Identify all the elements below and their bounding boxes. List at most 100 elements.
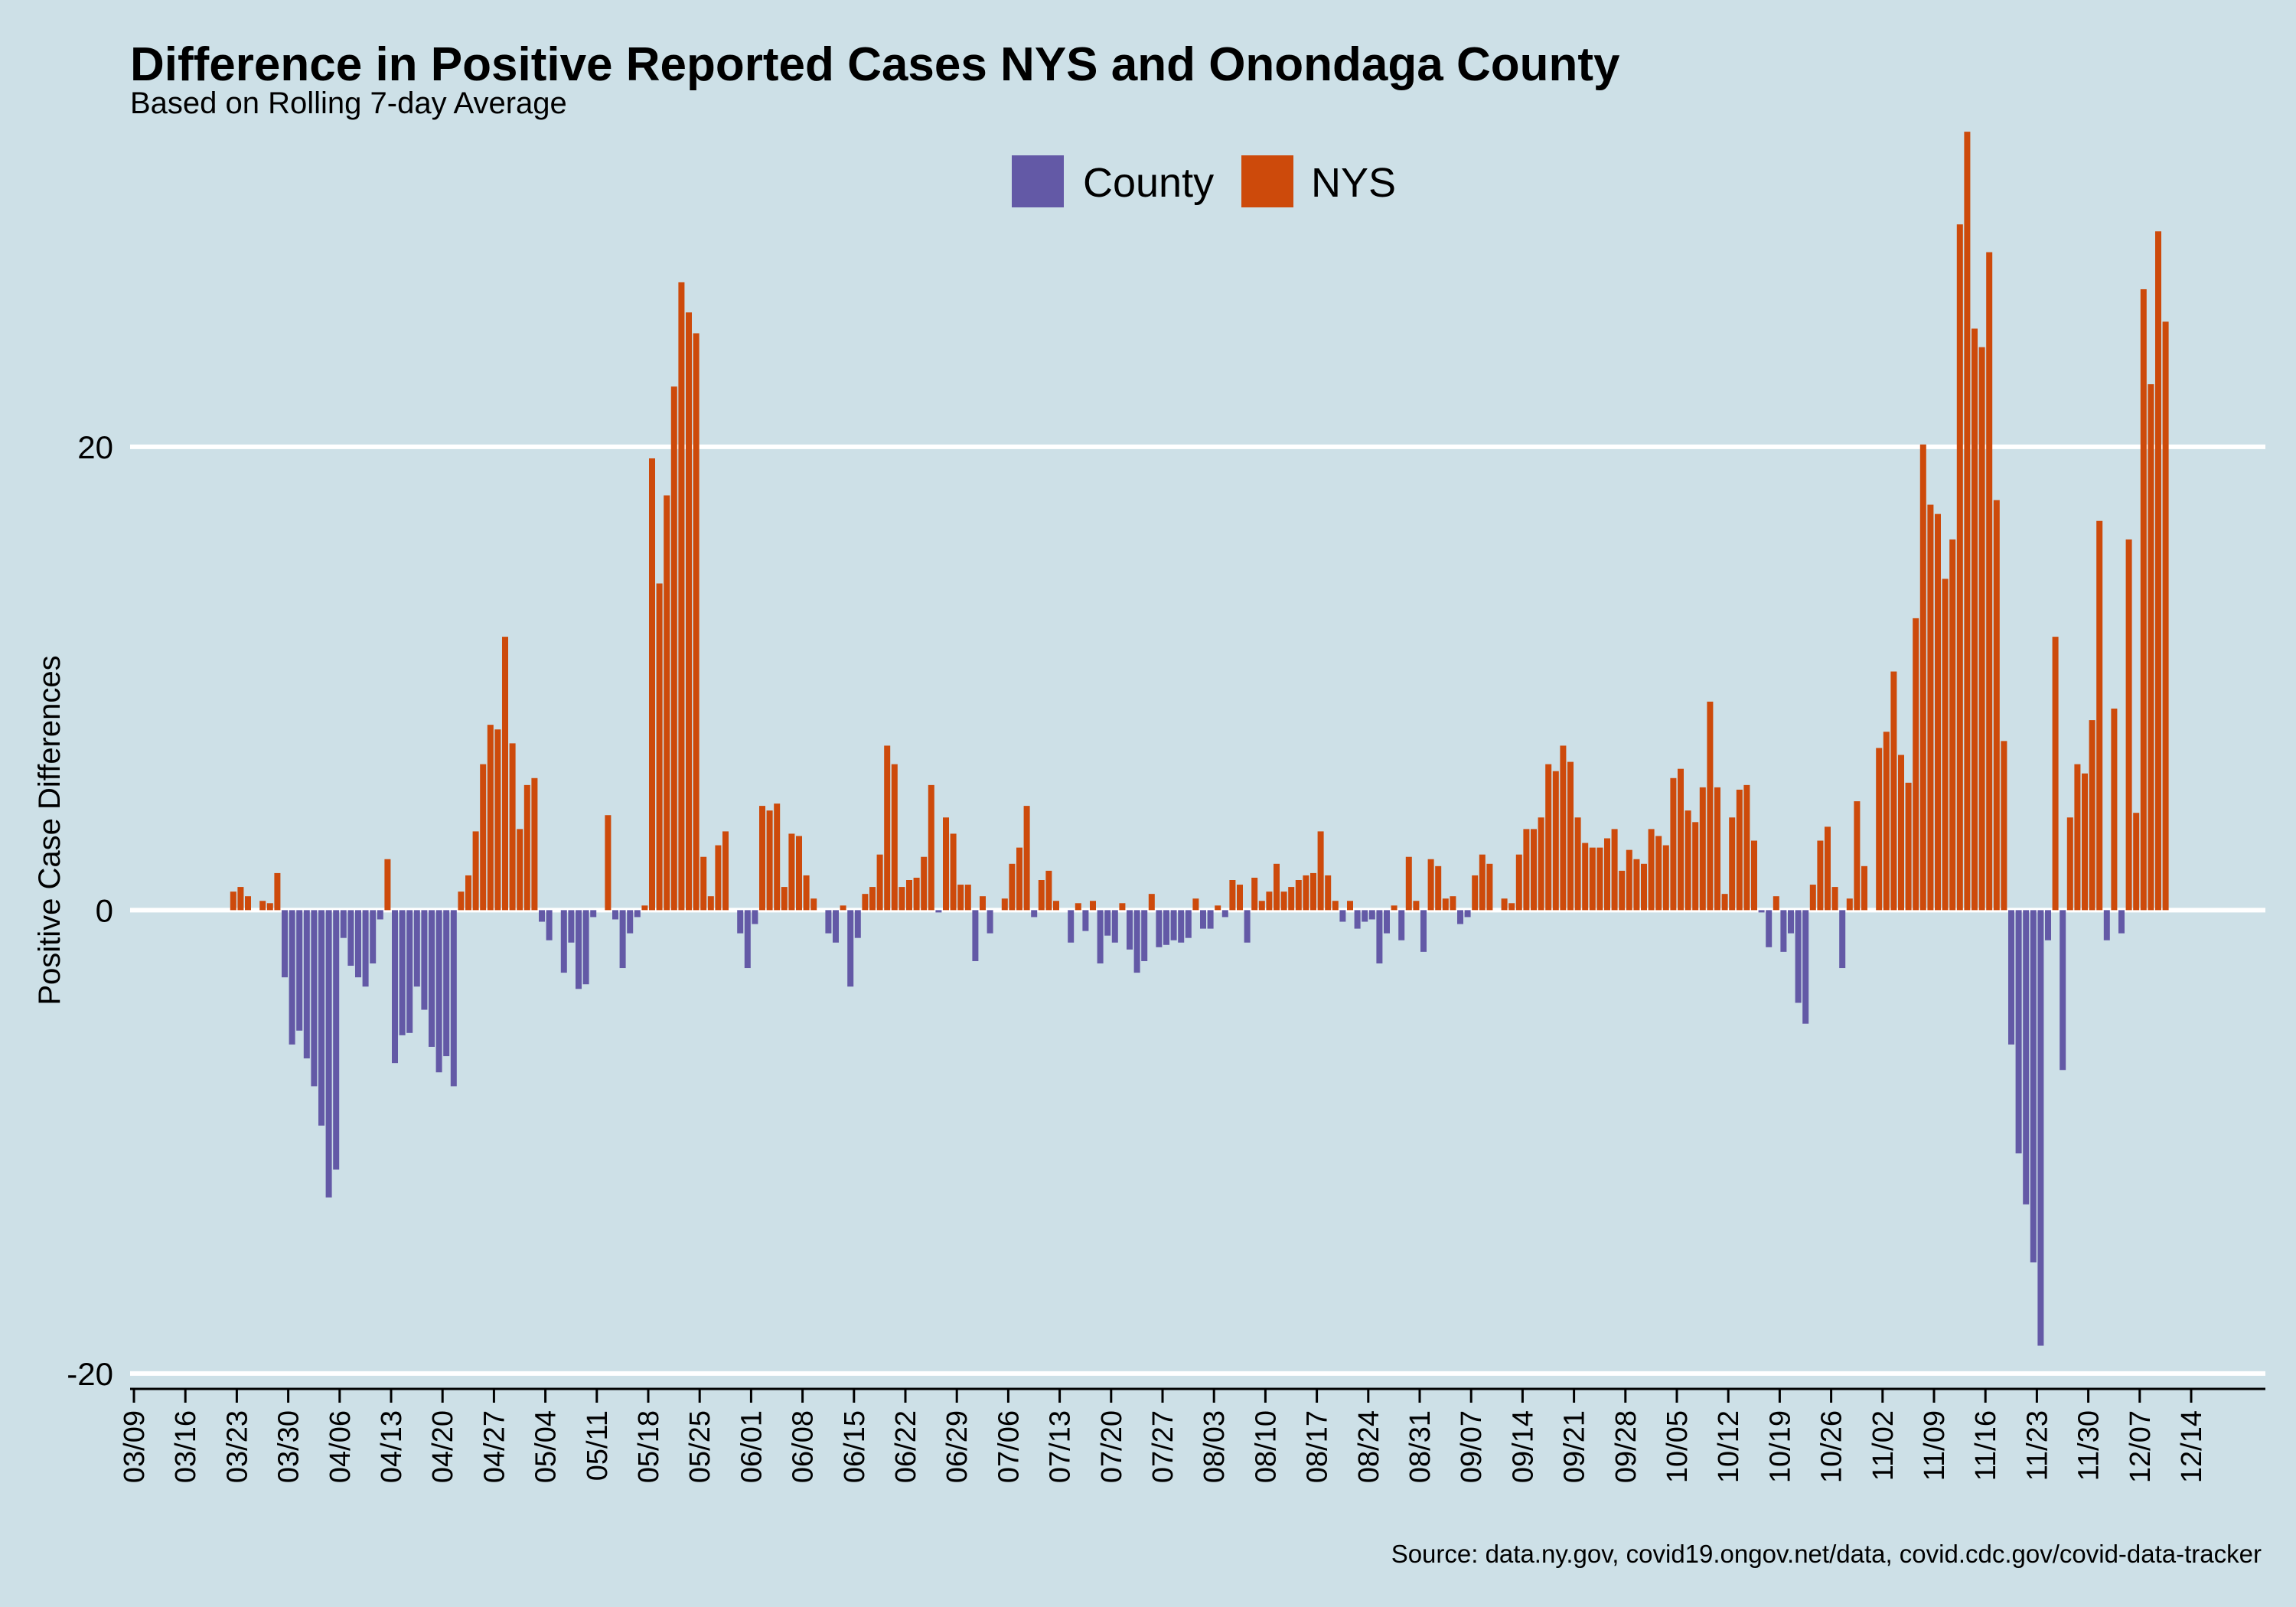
bar-nys bbox=[1751, 840, 1757, 911]
bar-nys bbox=[1229, 880, 1236, 911]
bar-nys bbox=[921, 856, 928, 911]
bar-nys bbox=[664, 495, 670, 911]
x-tick-label: 08/10 bbox=[1250, 1410, 1282, 1483]
bar-nys bbox=[230, 892, 236, 911]
bar-nys bbox=[1009, 863, 1016, 911]
bar-nys bbox=[1075, 903, 1081, 911]
bar-nys bbox=[1574, 817, 1581, 911]
bar-nys bbox=[2111, 708, 2118, 911]
bar-nys bbox=[700, 856, 707, 911]
x-tick-label: 09/28 bbox=[1610, 1410, 1642, 1483]
bar-nys bbox=[1560, 745, 1567, 911]
bar-nys bbox=[1729, 817, 1736, 911]
bar-nys bbox=[1016, 847, 1022, 911]
bar-nys bbox=[1413, 901, 1420, 911]
bar-nys bbox=[1552, 771, 1559, 911]
bar-county bbox=[2015, 910, 2022, 1154]
bar-nys bbox=[964, 885, 971, 911]
bar-county bbox=[560, 910, 567, 973]
bar-nys bbox=[1001, 898, 1008, 911]
bar-nys bbox=[649, 458, 655, 911]
bar-county bbox=[1766, 910, 1773, 947]
bar-county bbox=[539, 910, 545, 922]
bar-county bbox=[1170, 910, 1177, 940]
bar-nys bbox=[1435, 865, 1442, 911]
bar-nys bbox=[1053, 901, 1059, 911]
chart-subtitle: Based on Rolling 7-day Average bbox=[130, 86, 567, 120]
x-tick-label: 04/20 bbox=[427, 1410, 459, 1483]
bar-county bbox=[825, 910, 832, 934]
bar-nys bbox=[678, 282, 685, 911]
bar-county bbox=[1133, 910, 1140, 973]
bar-nys bbox=[980, 896, 986, 911]
bar-nys bbox=[2162, 321, 2169, 911]
bar-nys bbox=[384, 859, 391, 911]
bar-nys bbox=[1927, 504, 1934, 911]
bar-nys bbox=[1325, 875, 1332, 911]
bar-nys bbox=[1523, 829, 1530, 911]
bar-county bbox=[2037, 910, 2044, 1346]
bar-county bbox=[2023, 910, 2030, 1204]
bar-nys bbox=[1391, 905, 1397, 911]
bar-county bbox=[1795, 910, 1802, 1003]
bar-county bbox=[1339, 910, 1346, 922]
bar-county bbox=[355, 910, 361, 978]
x-tick-label: 05/04 bbox=[530, 1410, 563, 1483]
bar-county bbox=[1141, 910, 1148, 961]
bar-nys bbox=[2125, 539, 2132, 911]
bar-county bbox=[1802, 910, 1809, 1024]
bar-county bbox=[443, 910, 450, 1057]
bar-county bbox=[1362, 910, 1368, 922]
y-axis-ticks: -20 0 20 bbox=[67, 429, 113, 1392]
legend: County NYS bbox=[1012, 155, 1396, 207]
bar-county bbox=[399, 910, 406, 1035]
bar-nys bbox=[1919, 444, 1926, 911]
bar-nys bbox=[1898, 755, 1904, 911]
bar-nys bbox=[531, 777, 538, 911]
bar-county bbox=[1127, 910, 1133, 950]
bar-nys bbox=[1295, 880, 1302, 911]
bar-nys bbox=[1508, 903, 1515, 911]
bar-nys bbox=[913, 877, 920, 911]
bar-county bbox=[576, 910, 582, 989]
bar-county bbox=[1221, 910, 1228, 918]
bar-nys bbox=[1589, 847, 1596, 911]
bar-county bbox=[1178, 910, 1185, 943]
bar-county bbox=[627, 910, 634, 934]
bar-nys bbox=[906, 880, 912, 911]
bar-nys bbox=[1692, 822, 1699, 911]
x-tick-label: 07/27 bbox=[1147, 1410, 1179, 1483]
bar-county bbox=[634, 910, 641, 918]
bar-county bbox=[1163, 910, 1169, 945]
x-tick-label: 04/27 bbox=[478, 1410, 510, 1483]
bar-nys bbox=[2148, 384, 2154, 911]
bar-county bbox=[347, 910, 354, 966]
bar-nys bbox=[480, 764, 487, 911]
bar-nys bbox=[523, 784, 530, 911]
bar-nys bbox=[957, 885, 964, 911]
bar-nys bbox=[237, 887, 244, 911]
x-tick-label: 05/11 bbox=[582, 1410, 614, 1481]
x-tick-label: 07/06 bbox=[993, 1410, 1025, 1483]
bar-nys bbox=[1678, 768, 1684, 911]
x-tick-label: 03/09 bbox=[119, 1410, 151, 1483]
bar-county bbox=[972, 910, 979, 961]
bar-nys bbox=[2133, 813, 2140, 911]
source-caption: Source: data.ny.gov, covid19.ongov.net/d… bbox=[1391, 1540, 2262, 1568]
x-tick-label: 11/09 bbox=[1919, 1410, 1951, 1481]
bar-nys bbox=[465, 875, 471, 911]
bar-nys bbox=[862, 894, 869, 911]
bar-nys bbox=[1670, 777, 1677, 911]
bar-nys bbox=[1949, 539, 1956, 911]
bar-nys bbox=[1846, 898, 1853, 911]
bar-nys bbox=[458, 892, 465, 911]
bar-county bbox=[1097, 910, 1104, 963]
bar-county bbox=[568, 910, 575, 943]
y-axis-title: Positive Case Differences bbox=[33, 655, 67, 1005]
bar-county bbox=[413, 910, 420, 987]
x-tick-label: 08/03 bbox=[1199, 1410, 1231, 1483]
bar-nys bbox=[1251, 877, 1258, 911]
bar-nys bbox=[1215, 905, 1221, 911]
bar-nys bbox=[1266, 892, 1273, 911]
